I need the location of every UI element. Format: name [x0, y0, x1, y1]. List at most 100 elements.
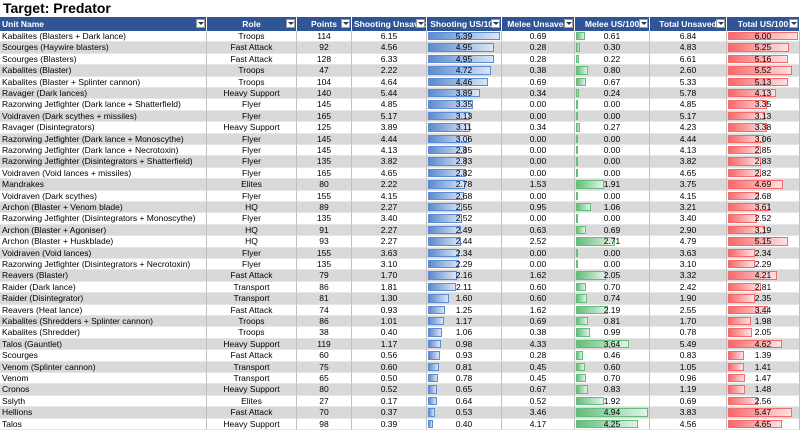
cell-text: 0.69: [603, 224, 621, 235]
cell: HQ: [207, 236, 297, 248]
filter-button[interactable]: [491, 19, 500, 28]
cell-text: 1.01: [380, 316, 398, 326]
cell-text: Talos (Gauntlet): [2, 338, 62, 349]
data-bar: [576, 271, 606, 280]
cell-text: 145: [316, 133, 332, 144]
cell-text: 0.93: [380, 304, 398, 315]
filter-button[interactable]: [639, 19, 648, 28]
cell-text: 145: [316, 99, 332, 110]
cell: Flyer: [207, 190, 297, 202]
cell-text: 4.79: [679, 236, 697, 247]
cell: 0.69: [575, 224, 650, 237]
filter-button[interactable]: [286, 19, 295, 28]
cell: Fast Attack: [207, 270, 297, 282]
filter-button[interactable]: [789, 19, 798, 28]
cell: 4.13: [727, 88, 800, 100]
cell-text: Flyer: [242, 259, 261, 269]
cell: 5.33: [650, 76, 727, 88]
cell: 0.00: [502, 190, 575, 202]
cell: 0.00: [575, 190, 650, 202]
data-bar: [728, 134, 764, 143]
cell: 3.19: [727, 224, 800, 237]
filter-button[interactable]: [196, 19, 205, 28]
data-bar: [576, 385, 589, 394]
data-bar: [576, 374, 587, 383]
cell: 0.00: [575, 167, 650, 180]
cell: 0.70: [575, 373, 650, 385]
cell-text: 2.11: [456, 281, 472, 292]
filter-button[interactable]: [341, 19, 350, 28]
data-bar: [728, 282, 761, 292]
cell: 114: [297, 31, 352, 43]
cell-text: 4.64: [380, 76, 398, 87]
cell: 3.64: [575, 338, 650, 351]
cell-text: 4.95: [455, 53, 473, 64]
cell: Heavy Support: [207, 384, 297, 396]
cell: 0.81: [575, 316, 650, 328]
cell-text: Flyer: [242, 133, 261, 144]
cell: Razorwing Jetfighter (Disintegrators + N…: [0, 259, 207, 271]
data-bar: [576, 328, 591, 337]
data-bar: [428, 157, 466, 166]
column-header: Melee US/100: [575, 17, 650, 31]
cell-text: 3.75: [679, 179, 697, 190]
sheet-title: Target: Predator: [3, 0, 111, 16]
cell: Elites: [207, 395, 297, 408]
cell-text: 4.13: [380, 145, 398, 155]
cell: 0.69: [502, 316, 575, 328]
cell: 93: [297, 236, 352, 248]
cell-text: 5.52: [754, 65, 772, 76]
cell: Flyer: [207, 259, 297, 271]
data-bar: [428, 248, 460, 257]
cell-text: 0.69: [529, 76, 547, 87]
filter-button[interactable]: [416, 19, 425, 28]
data-bar: [728, 32, 798, 41]
cell: 4.56: [650, 418, 727, 430]
cell-text: 0.69: [679, 395, 697, 406]
cell: 4.23: [650, 122, 727, 134]
cell-text: Heavy Support: [223, 418, 280, 429]
cell-text: 3.06: [754, 133, 772, 144]
cell: 145: [297, 145, 352, 157]
cell-text: Voidraven (Dark scythes): [2, 190, 97, 201]
cell: 0.00: [575, 247, 650, 259]
cell-text: 0.81: [603, 316, 621, 326]
cell: 1.41: [727, 361, 800, 373]
cell: 2.49: [427, 224, 502, 237]
cell: 3.21: [650, 202, 727, 214]
cell-text: 5.44: [380, 88, 398, 98]
cell: 2.83: [727, 156, 800, 168]
cell-text: 0.50: [380, 373, 398, 383]
cell: Flyer: [207, 133, 297, 145]
cell-text: 1.90: [679, 293, 697, 304]
cell: Raider (Dark lance): [0, 281, 207, 294]
cell-text: Transport: [233, 373, 270, 383]
cell: 3.32: [650, 270, 727, 282]
cell: 3.82: [352, 156, 427, 168]
cell-text: 2.19: [603, 304, 621, 315]
data-bar: [428, 225, 462, 235]
filter-button[interactable]: [716, 19, 725, 28]
cell: 2.52: [502, 236, 575, 248]
cell-text: 70: [319, 407, 329, 418]
cell-text: Razorwing Jetfighter (Disintegrators + S…: [2, 156, 193, 167]
cell-text: Fast Attack: [230, 304, 273, 315]
cell: Flyer: [207, 247, 297, 259]
filter-button[interactable]: [564, 19, 573, 28]
cell: Transport: [207, 361, 297, 373]
cell: 0.00: [502, 145, 575, 157]
cell: 0.95: [502, 202, 575, 214]
cell-text: 2.22: [380, 65, 398, 76]
cell: 3.61: [727, 202, 800, 214]
cell: 3.44: [727, 304, 800, 316]
cell-text: 4.25: [603, 418, 621, 429]
cell-text: 0.60: [529, 293, 547, 304]
cell-text: 0.00: [529, 167, 547, 178]
cell-text: Scourges (Haywire blasters): [2, 42, 109, 53]
cell: Fast Attack: [207, 304, 297, 316]
cell-text: 3.40: [679, 213, 697, 224]
cell: Talos (Gauntlet): [0, 338, 207, 351]
cell-text: 0.78: [679, 327, 697, 338]
cell: 2.05: [727, 327, 800, 339]
data-bar: [576, 146, 578, 155]
